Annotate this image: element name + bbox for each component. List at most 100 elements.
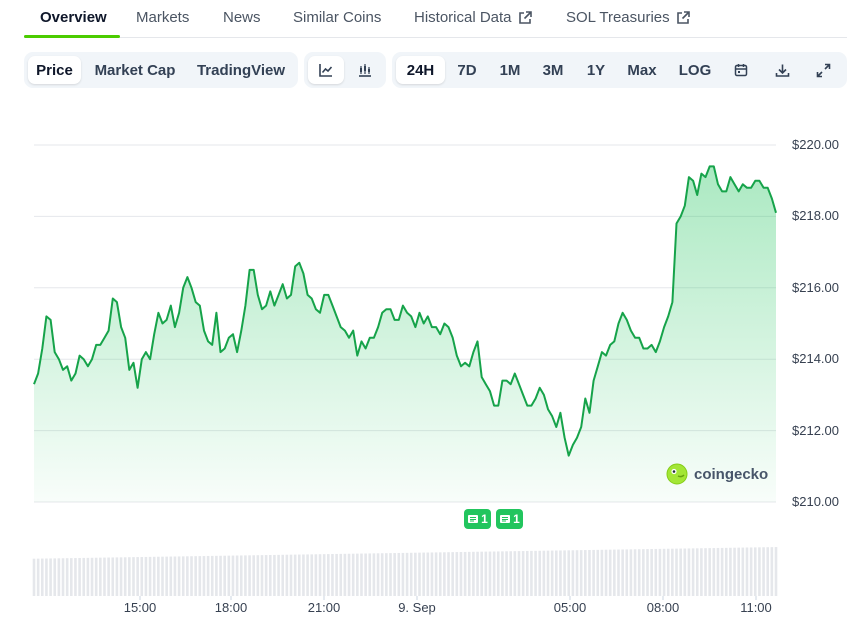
calendar-button[interactable] [725, 56, 757, 84]
volume-bar [704, 548, 707, 596]
volume-bar [513, 551, 517, 596]
volume-bar [306, 554, 309, 596]
volume-bar [588, 549, 591, 596]
range-3m-button[interactable]: 3M [542, 61, 564, 79]
volume-bar [637, 549, 641, 596]
volume-bar [409, 552, 413, 596]
market-cap-button[interactable]: Market Cap [94, 61, 176, 79]
volume-bar [683, 548, 687, 596]
tab-similar-coins[interactable]: Similar Coins [293, 9, 382, 26]
volume-bar [32, 558, 36, 596]
volume-bar [484, 551, 488, 596]
tab-markets[interactable]: Markets [136, 9, 190, 26]
line-chart-button[interactable] [308, 56, 344, 84]
coingecko-logo-icon [666, 463, 688, 485]
volume-bar [53, 558, 57, 596]
volume-bar [613, 549, 616, 596]
line-chart-icon [318, 62, 334, 78]
log-scale-button[interactable]: LOG [678, 61, 712, 79]
y-tick-label: $212.00 [792, 422, 839, 438]
fullscreen-button[interactable] [807, 56, 839, 84]
volume-bar [297, 554, 301, 596]
volume-bar [219, 555, 222, 596]
news-icon [499, 513, 511, 525]
price-button[interactable]: Price [28, 56, 81, 84]
chart-type-toggle-group [304, 52, 386, 88]
volume-bar [472, 551, 475, 596]
tab-historical-data[interactable]: Historical Data [414, 9, 532, 26]
volume-bar [74, 558, 77, 596]
volume-bar [517, 551, 521, 596]
calendar-icon [734, 63, 748, 77]
volume-bar [501, 551, 504, 596]
volume-bar [546, 550, 550, 596]
x-tick-label: 08:00 [646, 600, 680, 615]
news-marker[interactable]: 1 [464, 509, 491, 529]
volume-bar [584, 550, 587, 596]
volume-bar [712, 548, 716, 596]
range-7d-button[interactable]: 7D [457, 61, 477, 79]
volume-bar [186, 556, 189, 596]
tradingview-button[interactable]: TradingView [196, 61, 286, 79]
volume-bar [575, 550, 579, 596]
volume-bar [360, 553, 363, 596]
volume-bar [227, 555, 231, 596]
volume-bar [579, 550, 583, 596]
volume-bar [318, 554, 322, 596]
volume-bar [455, 552, 459, 596]
volume-bar [438, 552, 442, 596]
range-max-button[interactable]: Max [627, 61, 657, 79]
volume-bar [380, 553, 384, 596]
volume-bar [592, 549, 595, 596]
volume-bar [451, 552, 454, 596]
coingecko-watermark: coingecko [666, 463, 768, 485]
volume-bar [128, 557, 131, 596]
volume-bar [136, 557, 139, 596]
volume-bar [695, 548, 699, 596]
volume-bar [492, 551, 496, 596]
tab-bar: Overview Markets News Similar Coins Hist… [24, 0, 847, 38]
volume-bar [339, 553, 343, 596]
volume-bar [443, 552, 446, 596]
volume-bar [347, 553, 351, 596]
volume-bar [534, 550, 537, 596]
volume-bar [260, 555, 264, 596]
volume-bar [327, 554, 330, 596]
range-1m-button[interactable]: 1M [499, 61, 521, 79]
volume-bar [90, 557, 94, 596]
news-marker[interactable]: 1 [496, 509, 523, 529]
tab-sol-treasuries-label: SOL Treasuries [566, 9, 670, 26]
volume-bar [758, 547, 761, 596]
volume-bar [239, 555, 243, 596]
volume-bar [335, 553, 338, 596]
volume-bar [521, 551, 525, 596]
range-1y-button[interactable]: 1Y [586, 61, 606, 79]
tab-overview[interactable]: Overview [40, 9, 107, 26]
volume-bar [770, 547, 774, 596]
volume-bar [119, 557, 123, 596]
volume-bar [401, 552, 405, 596]
volume-bar [78, 557, 81, 596]
volume-bar [700, 548, 703, 596]
volume-bar [716, 547, 720, 596]
download-button[interactable] [766, 56, 798, 84]
tab-sol-treasuries[interactable]: SOL Treasuries [566, 9, 690, 26]
volume-bar [372, 553, 376, 596]
volume-bar [86, 557, 90, 596]
candlestick-button[interactable] [348, 56, 382, 84]
volume-bar [210, 555, 214, 596]
volume-bar [459, 552, 463, 596]
volume-bar [741, 547, 745, 596]
volume-bar [173, 556, 177, 596]
tab-news[interactable]: News [223, 9, 261, 26]
volume-bar [414, 552, 417, 596]
volume-bar [61, 558, 65, 596]
volume-bar [604, 549, 608, 596]
volume-bar [40, 558, 44, 596]
range-24h-button[interactable]: 24H [396, 56, 445, 84]
external-link-icon [676, 10, 690, 25]
metric-toggle-group: Price Market Cap TradingView [24, 52, 298, 88]
volume-bar [434, 552, 438, 596]
volume-bar [244, 555, 247, 596]
